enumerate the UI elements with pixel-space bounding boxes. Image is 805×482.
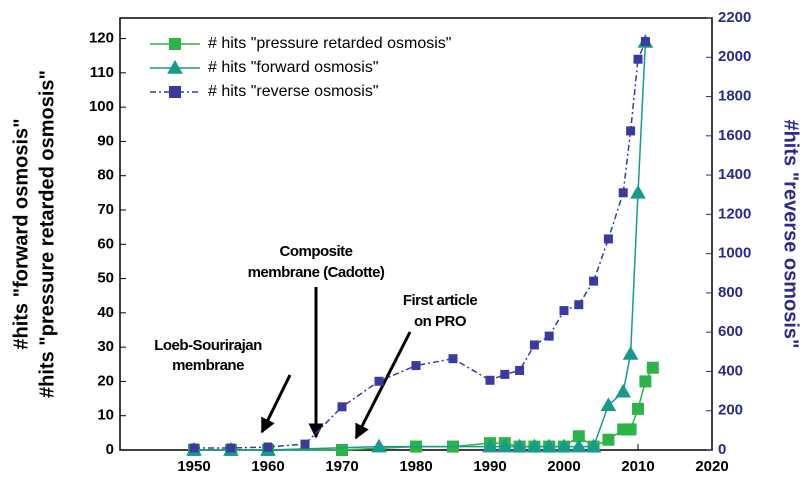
point [603, 234, 613, 244]
point [632, 402, 644, 415]
y2-tick-label: 1200 [718, 205, 751, 222]
y-tick-label: 100 [89, 98, 114, 115]
legend-label: # hits "pressure retarded osmosis" [208, 35, 451, 52]
point [646, 361, 659, 374]
y-tick-label: 60 [97, 235, 114, 252]
y2-tick-label: 1400 [718, 166, 751, 183]
point [526, 438, 543, 453]
legend-marker [167, 59, 183, 74]
y-axis-label: #hits "pressure retarded osmosis" [36, 70, 58, 398]
y-tick-label: 120 [89, 30, 114, 47]
y2-tick-label: 2200 [718, 9, 751, 26]
y-tick-label: 110 [90, 64, 114, 81]
series-line [194, 41, 647, 451]
point [615, 383, 632, 398]
point [585, 438, 602, 453]
x-tick-label: 1950 [177, 458, 210, 475]
point [630, 184, 646, 199]
point [626, 126, 636, 136]
point [189, 443, 199, 453]
point [411, 361, 421, 371]
x-tick-label: 2010 [621, 458, 654, 475]
point [544, 331, 554, 341]
point [622, 345, 639, 360]
annotation: Loeb-Sourirajan [154, 337, 262, 354]
point [529, 340, 539, 350]
annotation: membrane [172, 357, 244, 374]
y2-tick-label: 1800 [718, 88, 751, 105]
y2-tick-label: 1000 [718, 245, 751, 262]
legend-marker [169, 38, 181, 50]
y-tick-label: 30 [97, 338, 114, 355]
point [556, 438, 572, 453]
y-tick-label: 50 [97, 270, 114, 287]
annotation: Composite [279, 243, 352, 260]
point [559, 306, 569, 316]
point [337, 402, 347, 412]
x-tick-label: 2000 [547, 458, 580, 475]
x-tick-label: 1970 [325, 458, 358, 475]
point [515, 365, 525, 375]
x-tick-label: 1960 [251, 458, 284, 475]
y-tick-label: 80 [97, 167, 114, 184]
series-line [194, 41, 647, 449]
x-tick-label: 2020 [695, 458, 728, 475]
y-tick-label: 40 [97, 304, 114, 321]
y2-tick-label: 800 [718, 284, 743, 301]
point [574, 300, 584, 310]
point [589, 276, 599, 286]
point [639, 375, 652, 388]
point [482, 438, 498, 453]
annotation: First article [403, 292, 478, 309]
y-tick-label: 20 [97, 372, 114, 389]
point [300, 439, 310, 449]
y-tick-label: 90 [97, 132, 114, 149]
point [496, 438, 513, 453]
annotation: on PRO [414, 313, 467, 330]
y2-tick-label: 600 [718, 323, 743, 340]
legend-label: # hits "reverse osmosis" [208, 83, 379, 100]
annotation: membrane (Cadotte) [248, 264, 385, 281]
point [640, 37, 650, 47]
y2-tick-label: 0 [718, 441, 726, 458]
y-tick-label: 0 [106, 441, 114, 458]
point [374, 376, 384, 386]
y2-tick-label: 2000 [718, 48, 751, 65]
point [511, 438, 528, 453]
point [541, 438, 558, 453]
point [602, 433, 615, 446]
legend-marker [169, 86, 181, 98]
y-axis-label: #hits "forward osmosis" [10, 118, 32, 349]
y2-axis-label: #hits "reverse osmosis" [780, 119, 802, 348]
point [336, 444, 348, 456]
point [371, 438, 387, 453]
point [618, 188, 628, 198]
y-tick-label: 70 [97, 201, 114, 218]
y2-tick-label: 400 [718, 362, 743, 379]
x-tick-label: 1990 [473, 458, 506, 475]
y2-tick-label: 1600 [718, 127, 751, 144]
point [633, 54, 643, 64]
point [600, 397, 617, 412]
point [263, 442, 273, 452]
point [500, 369, 510, 379]
point [485, 375, 495, 385]
point [226, 443, 236, 453]
y-tick-label: 10 [97, 407, 114, 424]
point [572, 430, 585, 443]
point [624, 423, 637, 436]
point [448, 354, 458, 364]
point [570, 438, 587, 453]
y2-tick-label: 200 [718, 402, 743, 419]
arrow [260, 374, 292, 434]
x-tick-label: 1980 [399, 458, 432, 475]
legend-label: # hits "forward osmosis" [208, 59, 379, 76]
